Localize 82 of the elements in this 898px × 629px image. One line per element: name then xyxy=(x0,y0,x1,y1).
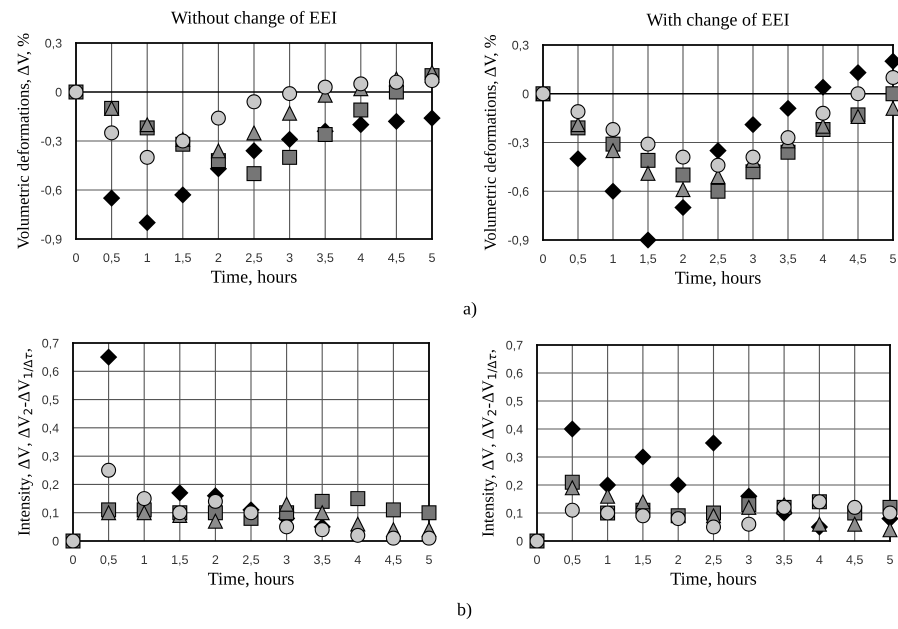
y-axis-title: Intensity, ΔV, ΔV$_{2}$-ΔV$_{1/Δτ}$, xyxy=(482,350,498,536)
x-tick-label: 1,5 xyxy=(635,555,652,566)
y-tick-label: 0,1 xyxy=(42,508,59,519)
x-axis-title: Time, hours xyxy=(208,572,294,588)
y-tick-label: 0,6 xyxy=(506,368,523,380)
y-tick-label: 0,2 xyxy=(42,480,58,491)
x-tick-label: 4 xyxy=(820,254,826,263)
x-tick-label: 1,5 xyxy=(640,254,656,265)
x-tick-label: 2 xyxy=(216,253,222,262)
y-tick-label: 0,5 xyxy=(42,395,59,406)
x-tick-label: 2 xyxy=(675,555,682,564)
y-tick-label: 0,5 xyxy=(506,396,523,408)
x-tick-label: 3 xyxy=(284,555,290,564)
x-tick-label: 1 xyxy=(610,254,616,263)
x-tick-label: 3,5 xyxy=(780,254,796,265)
y-tick-label: -0,3 xyxy=(41,136,62,148)
x-tick-label: 3 xyxy=(286,253,293,262)
x-tick-label: 5 xyxy=(887,555,893,564)
y-tick-label: 0,3 xyxy=(512,40,529,52)
x-tick-label: 2,5 xyxy=(705,555,722,566)
x-tick-label: 0,5 xyxy=(103,253,120,264)
x-tick-label: 0 xyxy=(540,254,546,264)
y-tick-label: -0,6 xyxy=(41,186,62,196)
x-tick-label: 4,5 xyxy=(385,555,402,566)
x-tick-label: 5 xyxy=(890,254,896,264)
x-tick-label: 4 xyxy=(358,253,364,262)
x-tick-label: 1 xyxy=(605,555,610,564)
x-tick-label: 2 xyxy=(212,555,218,564)
x-tick-label: 1 xyxy=(142,555,148,564)
x-tick-label: 3,5 xyxy=(314,555,330,566)
y-tick-label: 0 xyxy=(516,536,523,546)
y-tick-label: -0,9 xyxy=(41,234,62,246)
x-tick-label: 0,5 xyxy=(570,254,586,265)
y-tick-label: 0,4 xyxy=(506,424,523,436)
x-tick-label: 1,5 xyxy=(172,555,188,566)
y-tick-label: 0,7 xyxy=(506,340,522,352)
x-tick-label: 0 xyxy=(70,555,76,564)
x-tick-label: 0,5 xyxy=(564,555,580,566)
chart-title: Without change of EEI xyxy=(170,10,336,28)
y-tick-label: 0,1 xyxy=(506,508,523,520)
x-tick-label: 4,5 xyxy=(388,253,405,264)
x-tick-label: 2 xyxy=(680,254,686,263)
chart-title: With change of EEI xyxy=(646,12,789,30)
x-tick-label: 4 xyxy=(354,555,361,564)
x-tick-label: 2,5 xyxy=(246,253,262,264)
x-tick-label: 3,5 xyxy=(776,555,792,566)
x-tick-label: 0,5 xyxy=(100,555,117,566)
x-tick-label: 3,5 xyxy=(316,253,334,264)
y-tick-label: 0 xyxy=(56,88,62,97)
y-tick-label: 0,6 xyxy=(42,367,59,378)
y-tick-label: 0,3 xyxy=(506,452,523,464)
text: b) xyxy=(457,602,472,620)
y-tick-label: 0,3 xyxy=(42,452,59,462)
x-axis-title: Time, hours xyxy=(670,572,756,588)
y-tick-label: 0 xyxy=(522,90,529,98)
y-axis-title: Volumetric deformations, ΔV, % xyxy=(16,34,32,249)
x-tick-label: 0 xyxy=(73,253,79,262)
y-tick-label: -0,6 xyxy=(508,187,529,198)
y-tick-label: 0,3 xyxy=(45,38,62,50)
x-tick-label: 3 xyxy=(746,555,752,564)
x-tick-label: 3 xyxy=(750,254,756,264)
x-tick-label: 4,5 xyxy=(846,555,863,566)
y-axis-title: Intensity, ΔV, ΔV$_{2}$-ΔV$_{1/Δτ}$, xyxy=(18,349,34,536)
y-tick-label: 0,7 xyxy=(42,338,58,350)
x-tick-label: 4,5 xyxy=(850,254,866,265)
x-tick-label: 4 xyxy=(816,555,823,564)
y-tick-label: -0,9 xyxy=(508,236,529,246)
x-tick-label: 1,5 xyxy=(175,253,191,264)
x-tick-label: 5 xyxy=(426,555,432,564)
text: a) xyxy=(464,302,476,318)
y-tick-label: 0,2 xyxy=(506,480,522,492)
y-tick-label: 0 xyxy=(52,536,59,546)
x-tick-label: 2,5 xyxy=(710,254,726,265)
x-axis-title: Time, hours xyxy=(675,271,761,286)
x-tick-label: 0 xyxy=(534,555,540,564)
y-tick-label: 0,4 xyxy=(42,424,59,434)
x-tick-label: 5 xyxy=(429,253,435,262)
y-tick-label: -0,3 xyxy=(508,138,529,149)
x-axis-title: Time, hours xyxy=(211,270,297,286)
y-axis-title: Volumetric deformations, ΔV, % xyxy=(484,35,498,250)
x-tick-label: 2,5 xyxy=(242,555,260,566)
x-tick-label: 1 xyxy=(144,253,150,262)
